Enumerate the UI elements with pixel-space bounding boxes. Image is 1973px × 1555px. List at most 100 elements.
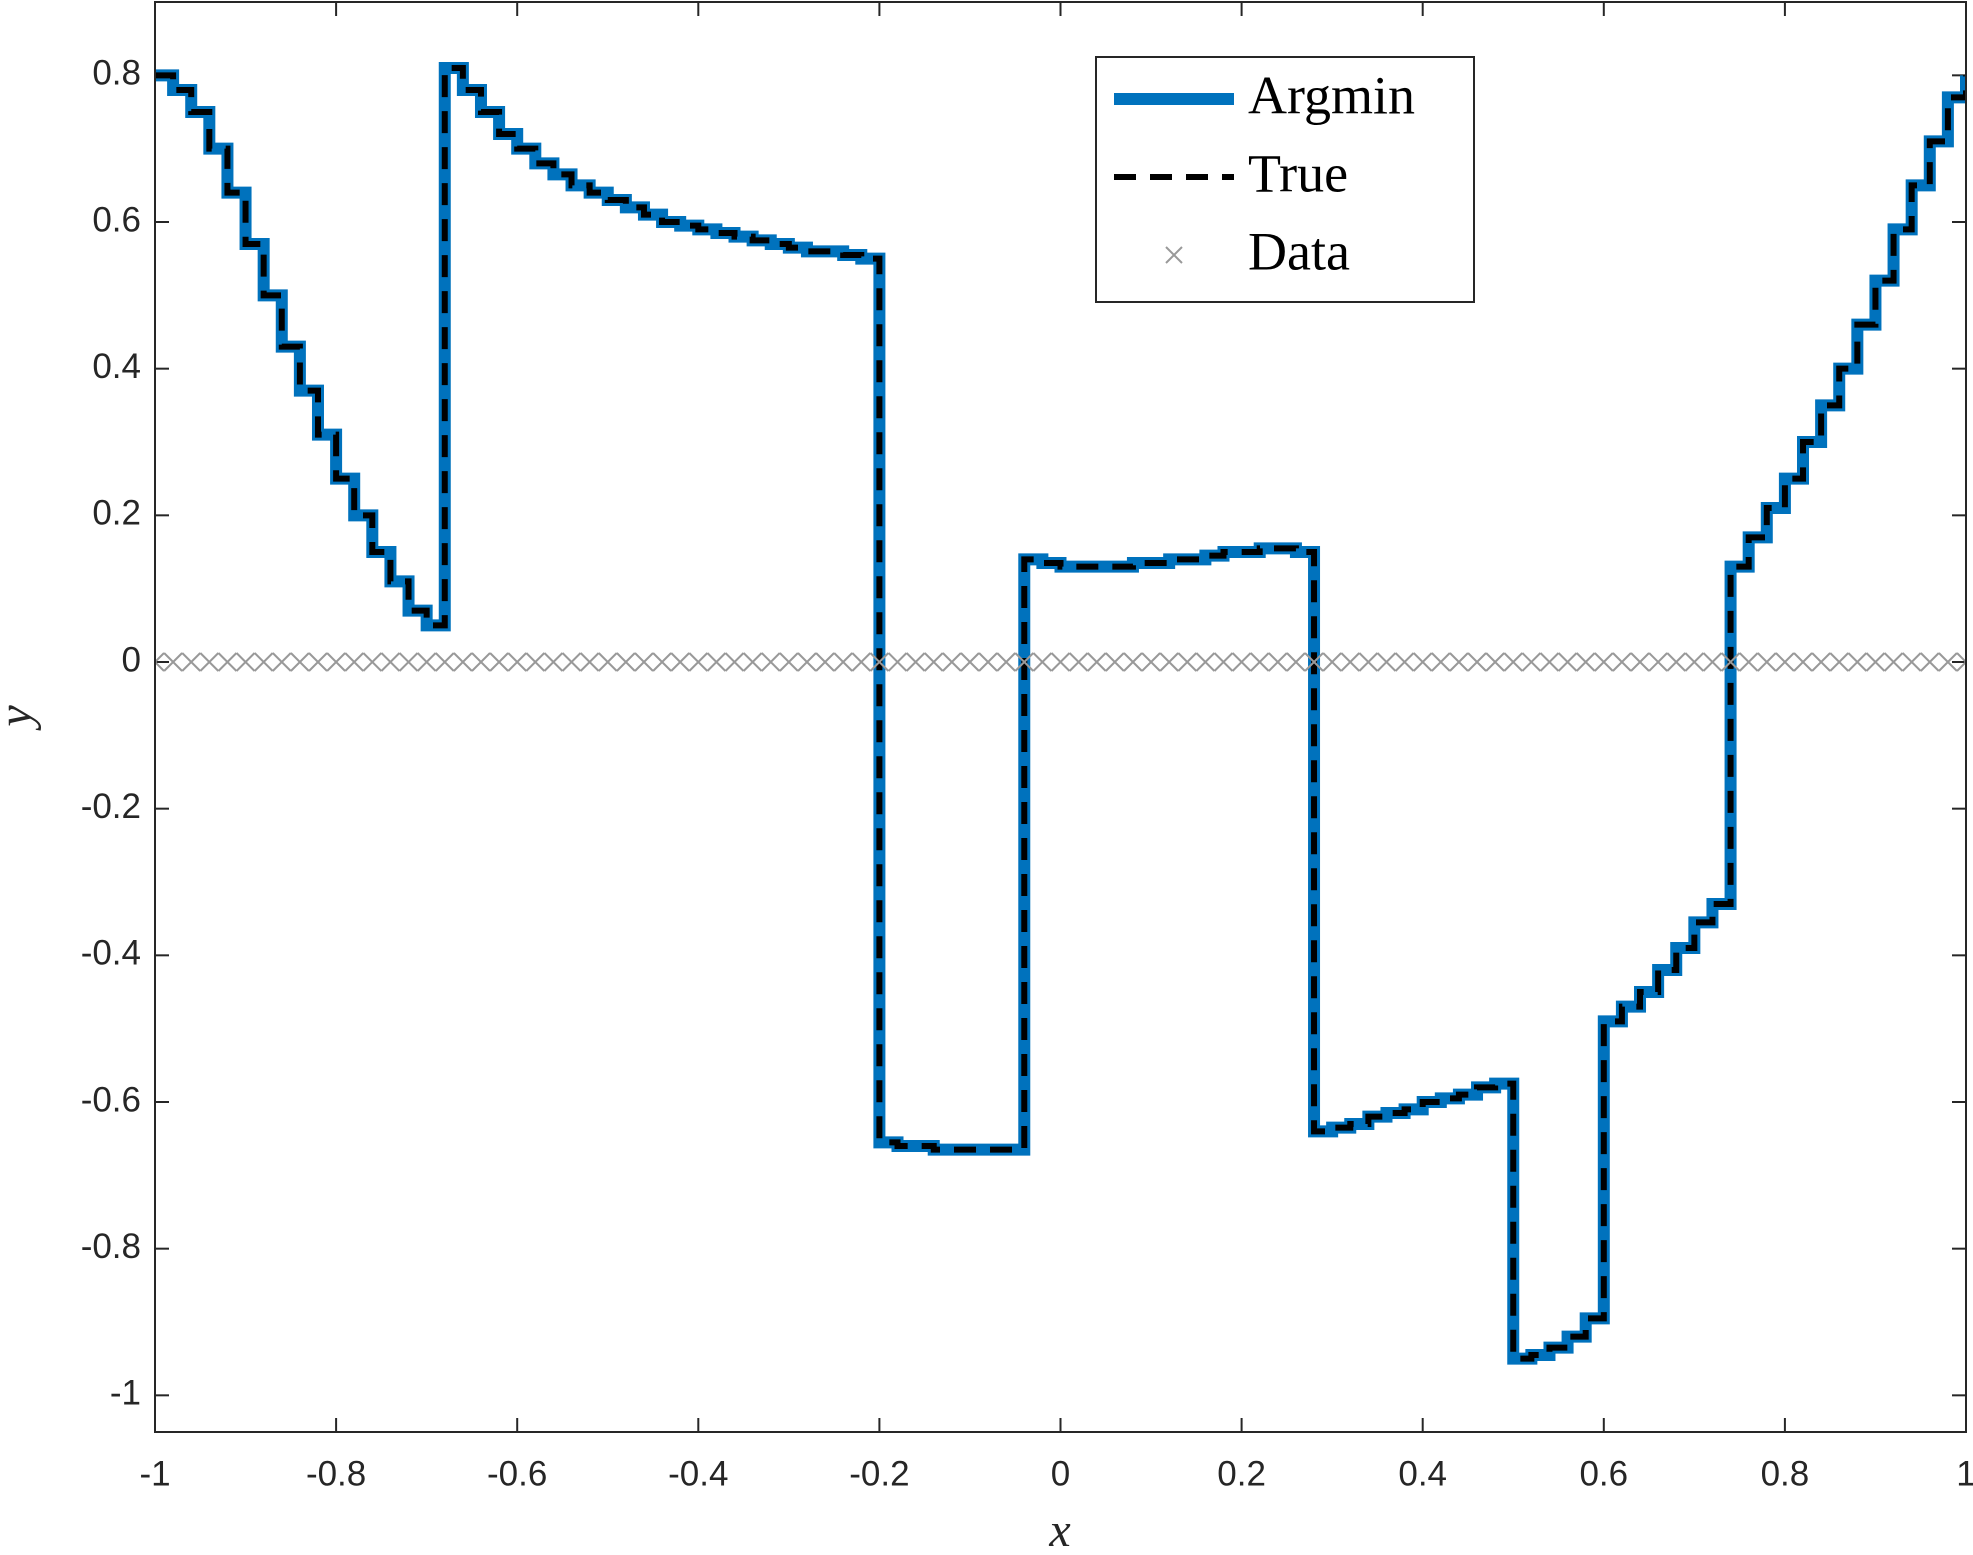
x-tick-label: 0.6 xyxy=(1579,1454,1628,1493)
y-tick-label: -0.8 xyxy=(81,1227,141,1266)
data-point xyxy=(869,652,890,672)
data-point xyxy=(1159,652,1179,672)
data-point xyxy=(833,652,853,672)
data-point xyxy=(1865,652,1886,672)
data-point xyxy=(1340,652,1360,672)
data-point xyxy=(155,652,165,672)
x-tick-label: 0.2 xyxy=(1217,1454,1266,1493)
data-point xyxy=(1032,652,1053,672)
data-point xyxy=(1630,652,1650,672)
data-point xyxy=(1123,652,1143,672)
data-point xyxy=(1775,652,1795,672)
x-tick-label: -0.6 xyxy=(487,1454,547,1493)
data-point xyxy=(905,652,926,672)
data-point xyxy=(1920,652,1940,672)
y-tick-label: -0.4 xyxy=(81,934,141,973)
data-point xyxy=(1594,652,1614,672)
data-point xyxy=(942,652,962,672)
data-point xyxy=(1412,652,1433,672)
data-point xyxy=(1612,652,1632,672)
data-point xyxy=(453,652,473,672)
x-tick-label: 0.8 xyxy=(1761,1454,1810,1493)
data-point xyxy=(724,652,745,672)
data-point xyxy=(1231,652,1252,672)
legend-label: Data xyxy=(1248,221,1350,281)
data-point xyxy=(1702,652,1723,672)
data-point xyxy=(525,652,546,672)
data-point xyxy=(1847,652,1868,672)
data-point xyxy=(561,652,582,672)
data-point xyxy=(1014,652,1034,672)
data-point xyxy=(797,652,817,672)
data-point xyxy=(1684,652,1705,672)
data-point xyxy=(253,652,274,672)
data-point xyxy=(235,652,256,672)
data-point xyxy=(887,652,908,672)
data-point xyxy=(398,652,419,672)
y-tick-label: 0.6 xyxy=(92,200,141,239)
data-point xyxy=(634,652,654,672)
data-point xyxy=(1811,652,1831,672)
data-point xyxy=(761,652,781,672)
data-point xyxy=(507,652,527,672)
data-point xyxy=(543,652,564,672)
data-point xyxy=(1666,652,1686,672)
y-tick-label: -0.6 xyxy=(81,1080,141,1119)
data-point xyxy=(706,652,727,672)
y-tick-label: 0 xyxy=(122,640,141,679)
y-axis-label: y xyxy=(0,705,42,732)
data-point xyxy=(416,652,437,672)
x-tick-label: 0 xyxy=(1051,1454,1070,1493)
data-point xyxy=(742,652,763,672)
data-point xyxy=(978,652,998,672)
data-point xyxy=(598,652,618,672)
data-point xyxy=(996,652,1016,672)
data-point xyxy=(435,652,455,672)
data-point xyxy=(217,652,238,672)
y-tick-label: 0.4 xyxy=(92,347,141,386)
data-point xyxy=(471,652,491,672)
data-point xyxy=(1757,652,1777,672)
data-point xyxy=(815,652,835,672)
data-point xyxy=(1720,652,1741,672)
data-point xyxy=(1177,652,1197,672)
data-point xyxy=(1738,652,1759,672)
data-point xyxy=(1449,652,1469,672)
x-tick-label: -1 xyxy=(139,1454,170,1493)
data-point xyxy=(1286,652,1306,672)
data-point xyxy=(579,652,600,672)
data-point xyxy=(308,652,328,672)
data-point xyxy=(1956,652,1966,672)
data-point xyxy=(1268,652,1288,672)
data-point xyxy=(688,652,709,672)
data-point xyxy=(779,652,799,672)
axes-box xyxy=(154,1,1967,1433)
x-tick-label: -0.4 xyxy=(668,1454,728,1493)
data-point xyxy=(326,652,346,672)
data-point xyxy=(272,652,292,672)
data-point xyxy=(380,652,401,672)
data-point xyxy=(1358,652,1379,672)
data-point xyxy=(1557,652,1578,672)
data-point xyxy=(163,652,183,672)
data-point xyxy=(1648,652,1668,672)
data-point xyxy=(1521,652,1542,672)
data-point xyxy=(1485,652,1505,672)
data-point xyxy=(1304,652,1324,672)
data-point xyxy=(181,652,201,672)
data-point xyxy=(1050,652,1071,672)
data-point xyxy=(1938,652,1958,672)
data-point xyxy=(1068,652,1089,672)
data-point xyxy=(1394,652,1415,672)
data-point xyxy=(1793,652,1813,672)
data-point xyxy=(1322,652,1342,672)
data-point xyxy=(344,652,364,672)
legend-marker xyxy=(1165,246,1183,264)
step-line xyxy=(155,65,1966,1362)
data-point xyxy=(1829,652,1849,672)
data-point xyxy=(1467,652,1487,672)
data-point xyxy=(1575,652,1596,672)
data-point xyxy=(1087,652,1107,672)
legend-label: True xyxy=(1248,143,1348,203)
